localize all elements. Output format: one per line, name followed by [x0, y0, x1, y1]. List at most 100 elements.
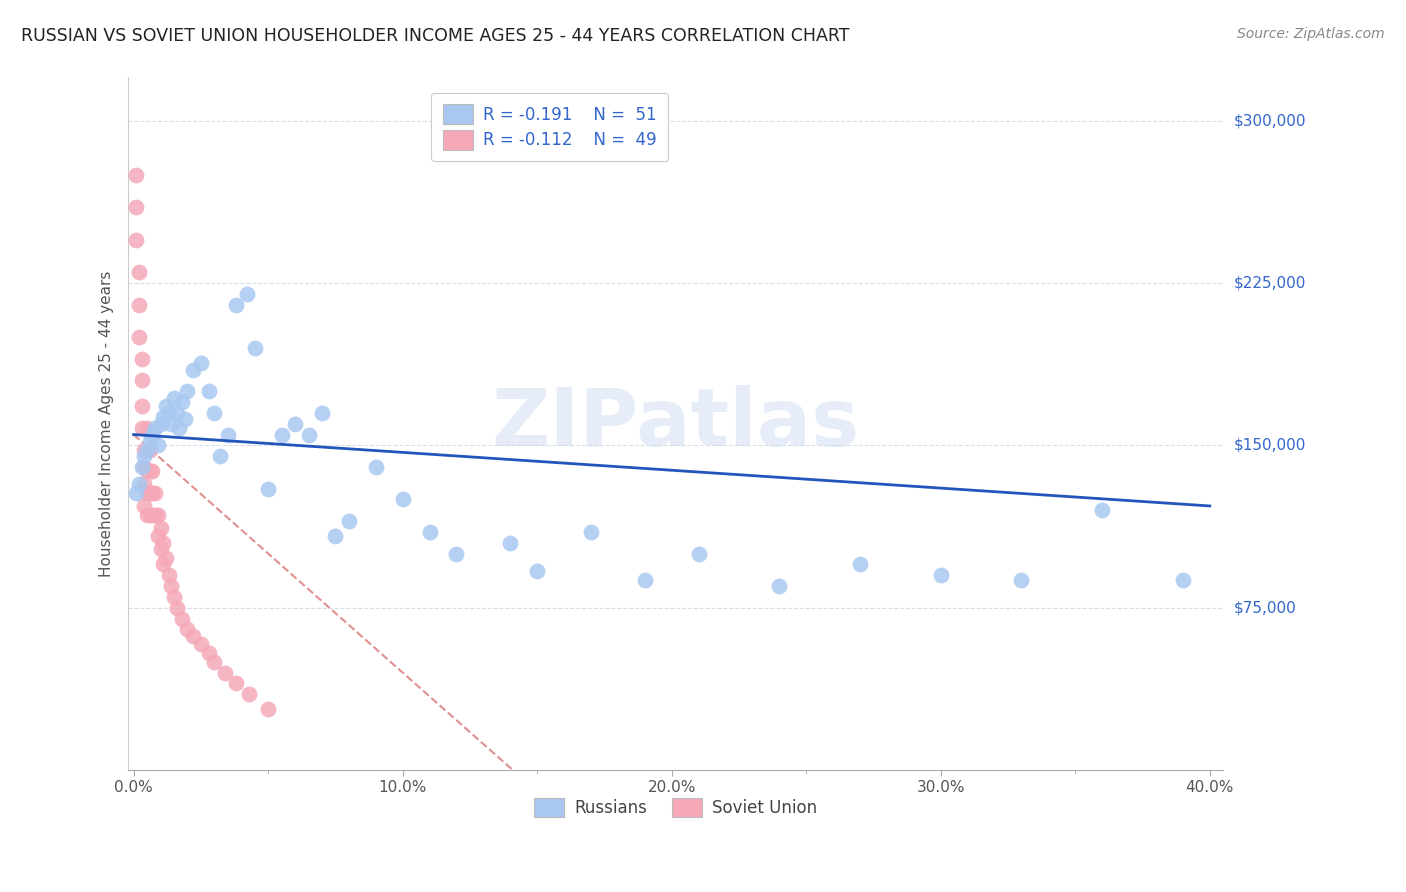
Point [499, 535, 522, 549]
Point [155, 550, 177, 565]
Point [170, 611, 193, 625]
Point [257, 702, 280, 716]
Point [181, 629, 204, 643]
Point [225, 298, 247, 312]
Point [136, 442, 159, 457]
Point [160, 417, 183, 431]
Point [143, 486, 166, 500]
Point [134, 460, 156, 475]
Point [157, 568, 180, 582]
Point [169, 421, 191, 435]
Point [149, 520, 172, 534]
Point [526, 564, 548, 578]
Point [173, 412, 195, 426]
Point [134, 449, 156, 463]
Text: $150,000: $150,000 [1234, 438, 1306, 453]
Point [176, 384, 198, 399]
Legend: Russians, Soviet Union: Russians, Soviet Union [527, 791, 824, 824]
Point [134, 442, 156, 457]
Point [929, 568, 952, 582]
Point [136, 464, 159, 478]
Point [128, 477, 150, 491]
Point [391, 492, 413, 507]
Point [214, 665, 236, 680]
Point [364, 460, 387, 475]
Point [202, 406, 225, 420]
Point [128, 298, 150, 312]
Point [190, 356, 212, 370]
Y-axis label: Householder Income Ages 25 - 44 years: Householder Income Ages 25 - 44 years [100, 270, 114, 577]
Point [198, 646, 221, 660]
Point [131, 421, 153, 435]
Point [125, 168, 148, 182]
Point [849, 558, 872, 572]
Point [131, 373, 153, 387]
Point [125, 233, 148, 247]
Point [446, 547, 468, 561]
Point [136, 508, 159, 522]
Text: ZIPatlas: ZIPatlas [492, 384, 860, 463]
Point [325, 529, 347, 543]
Point [170, 395, 193, 409]
Point [163, 391, 186, 405]
Point [634, 573, 657, 587]
Point [579, 524, 602, 539]
Point [157, 406, 180, 420]
Point [146, 438, 169, 452]
Point [136, 486, 159, 500]
Point [141, 427, 163, 442]
Point [149, 417, 172, 431]
Point [337, 514, 360, 528]
Point [125, 200, 148, 214]
Point [146, 529, 169, 543]
Point [155, 400, 177, 414]
Point [134, 499, 156, 513]
Point [152, 535, 174, 549]
Point [202, 655, 225, 669]
Point [152, 410, 174, 425]
Point [297, 427, 319, 442]
Text: $225,000: $225,000 [1234, 276, 1306, 291]
Point [139, 442, 162, 457]
Point [139, 486, 162, 500]
Point [208, 449, 231, 463]
Point [143, 421, 166, 435]
Point [181, 362, 204, 376]
Text: RUSSIAN VS SOVIET UNION HOUSEHOLDER INCOME AGES 25 - 44 YEARS CORRELATION CHART: RUSSIAN VS SOVIET UNION HOUSEHOLDER INCO… [21, 27, 849, 45]
Point [1011, 573, 1033, 587]
Point [146, 508, 169, 522]
Point [198, 384, 221, 399]
Point [141, 486, 163, 500]
Text: $300,000: $300,000 [1234, 113, 1306, 128]
Point [128, 265, 150, 279]
Point [270, 427, 292, 442]
Point [134, 477, 156, 491]
Point [131, 351, 153, 366]
Point [131, 460, 153, 475]
Point [131, 400, 153, 414]
Point [225, 676, 247, 690]
Point [284, 417, 307, 431]
Point [235, 286, 257, 301]
Point [143, 508, 166, 522]
Point [217, 427, 239, 442]
Text: Source: ZipAtlas.com: Source: ZipAtlas.com [1237, 27, 1385, 41]
Point [166, 406, 188, 420]
Point [163, 590, 186, 604]
Point [136, 442, 159, 457]
Point [190, 638, 212, 652]
Text: $75,000: $75,000 [1234, 600, 1296, 615]
Point [688, 547, 710, 561]
Point [166, 600, 188, 615]
Point [160, 579, 183, 593]
Point [152, 558, 174, 572]
Point [243, 341, 266, 355]
Point [1171, 573, 1194, 587]
Point [311, 406, 333, 420]
Point [1091, 503, 1114, 517]
Point [149, 542, 172, 557]
Point [125, 486, 148, 500]
Point [419, 524, 441, 539]
Point [176, 623, 198, 637]
Point [238, 687, 260, 701]
